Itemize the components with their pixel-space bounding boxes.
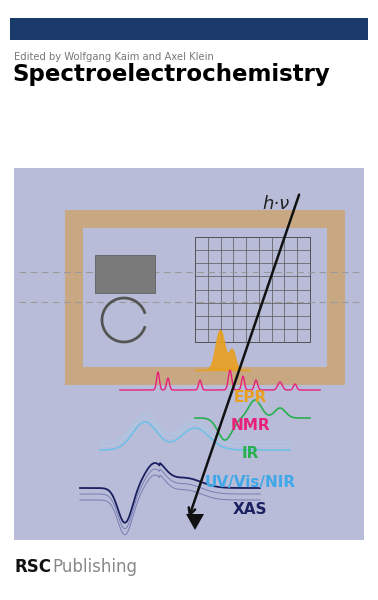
Text: NMR: NMR [230,419,270,433]
Bar [65,210,345,228]
Text: Publishing: Publishing [52,558,137,576]
Text: XAS: XAS [233,503,267,517]
Text: Edited by Wolfgang Kaim and Axel Klein: Edited by Wolfgang Kaim and Axel Klein [14,52,214,62]
Text: IR: IR [241,446,259,461]
Text: RSC: RSC [14,558,51,576]
Bar [195,237,310,342]
Bar [95,255,155,293]
Bar [10,18,368,40]
Bar [83,228,327,367]
Text: Spectroelectrochemistry: Spectroelectrochemistry [12,63,330,86]
Text: h·ν: h·ν [262,195,289,213]
Bar [65,210,83,385]
Bar [65,367,345,385]
Bar [14,168,364,540]
Text: UV/Vis/NIR: UV/Vis/NIR [204,475,296,490]
Text: EPR: EPR [233,391,266,406]
Bar [327,210,345,385]
Polygon shape [186,514,204,530]
